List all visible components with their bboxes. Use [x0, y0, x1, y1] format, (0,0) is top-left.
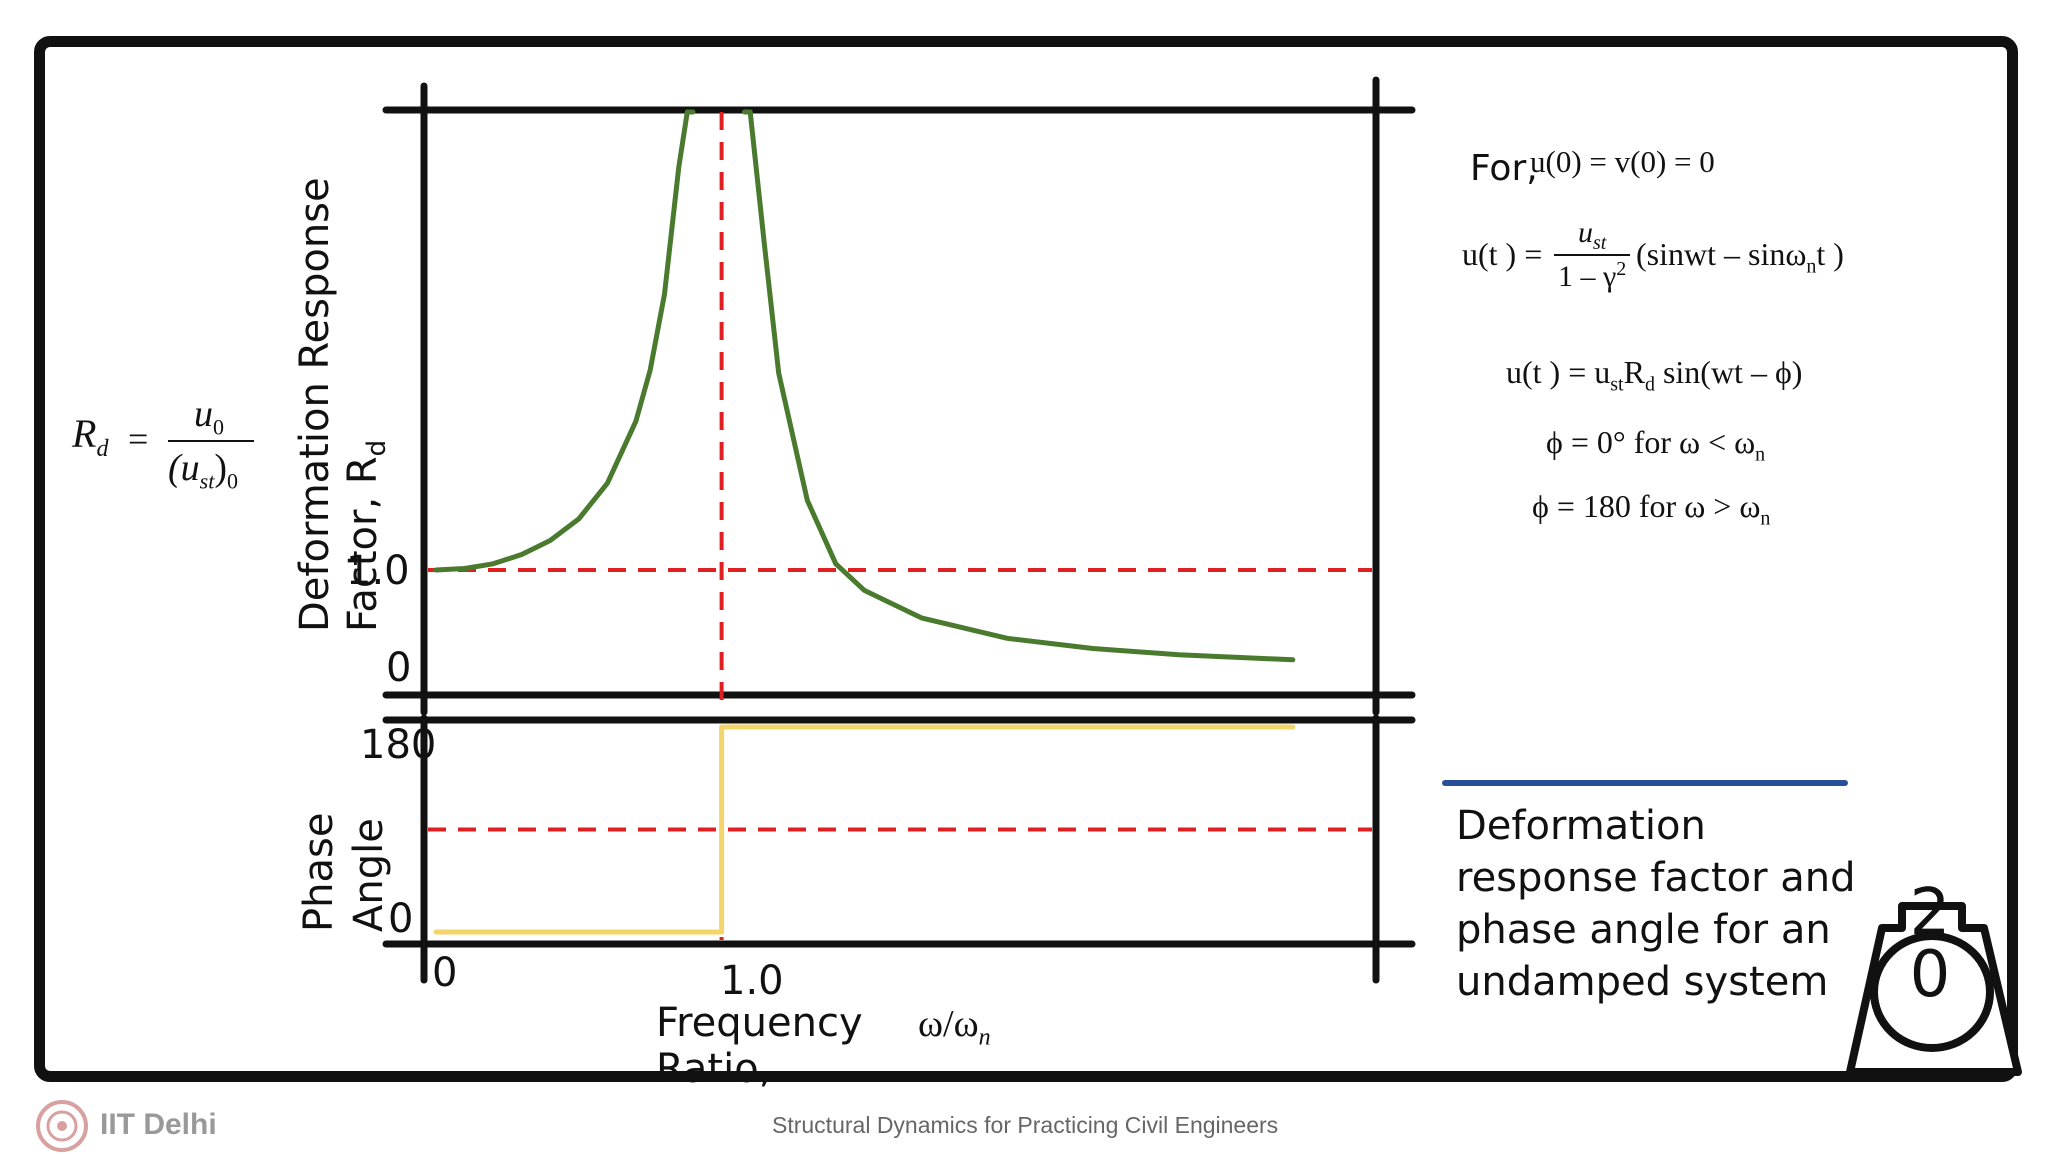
eq4: ϕ = 180 for ω > ωn [1532, 488, 1771, 530]
eq3: ϕ = 0° for ω < ωn [1546, 424, 1766, 466]
org-name: IIT Delhi [100, 1108, 217, 1141]
bottom-plot-frame [382, 714, 1416, 984]
eq1-numerator: ust [1578, 216, 1607, 254]
xtick-0: 0 [432, 950, 458, 996]
eq1-lhs: u(t ) = [1462, 236, 1543, 272]
rd-denominator: (ust)0 [168, 447, 238, 494]
caption-rule [1442, 780, 1848, 786]
xlabel-line2-clip: Ratio, [656, 1046, 771, 1088]
eq1-rhs: (sinwt – sinωnt ) [1636, 236, 1844, 278]
rd-numerator: u0 [194, 393, 224, 440]
xtick-1: 1.0 [720, 958, 784, 1004]
xlabel-line1: Frequency [656, 1000, 863, 1046]
fraction-bar [168, 440, 254, 442]
slide-frame [34, 36, 2018, 1082]
caption-line-4: undamped system [1456, 959, 1829, 1005]
caption: Deformation response factor and phase an… [1456, 800, 1856, 1008]
initial-condition: u(0) = v(0) = 0 [1530, 144, 1715, 179]
condition-prefix: For, [1470, 148, 1538, 189]
page-number: 20 [1909, 876, 1951, 1012]
caption-line-2: response factor and [1456, 855, 1856, 901]
xlabel-line2: Ratio, [656, 1046, 772, 1088]
caption-line-3: phase angle for an [1456, 907, 1831, 953]
top-plot-frame [382, 76, 1416, 716]
caption-line-1: Deformation [1456, 803, 1706, 849]
top-ytick-1: 1.0 [346, 548, 410, 594]
top-series-0 [433, 109, 696, 573]
top-series-1 [741, 109, 1296, 663]
xlabel-symbol: ω/ωn [918, 1003, 991, 1051]
top-ytick-0: 0 [386, 645, 412, 691]
eq1-fraction-bar [1554, 254, 1630, 256]
iit-delhi-logo-icon [36, 1100, 88, 1152]
eq2: u(t ) = ustRd sin(wt – ϕ) [1506, 354, 1803, 396]
bottom-series-0 [433, 724, 1296, 935]
course-title: Structural Dynamics for Practicing Civil… [772, 1112, 1279, 1138]
page-badge-shape [1846, 902, 2022, 1076]
rd-symbol: Rd [72, 411, 109, 462]
equals-sign: = [128, 419, 149, 459]
eq1-denominator: 1 – γ2 [1558, 258, 1627, 293]
bottom-ytick-0: 0 [388, 896, 414, 942]
bottom-ytick-180: 180 [360, 722, 437, 768]
